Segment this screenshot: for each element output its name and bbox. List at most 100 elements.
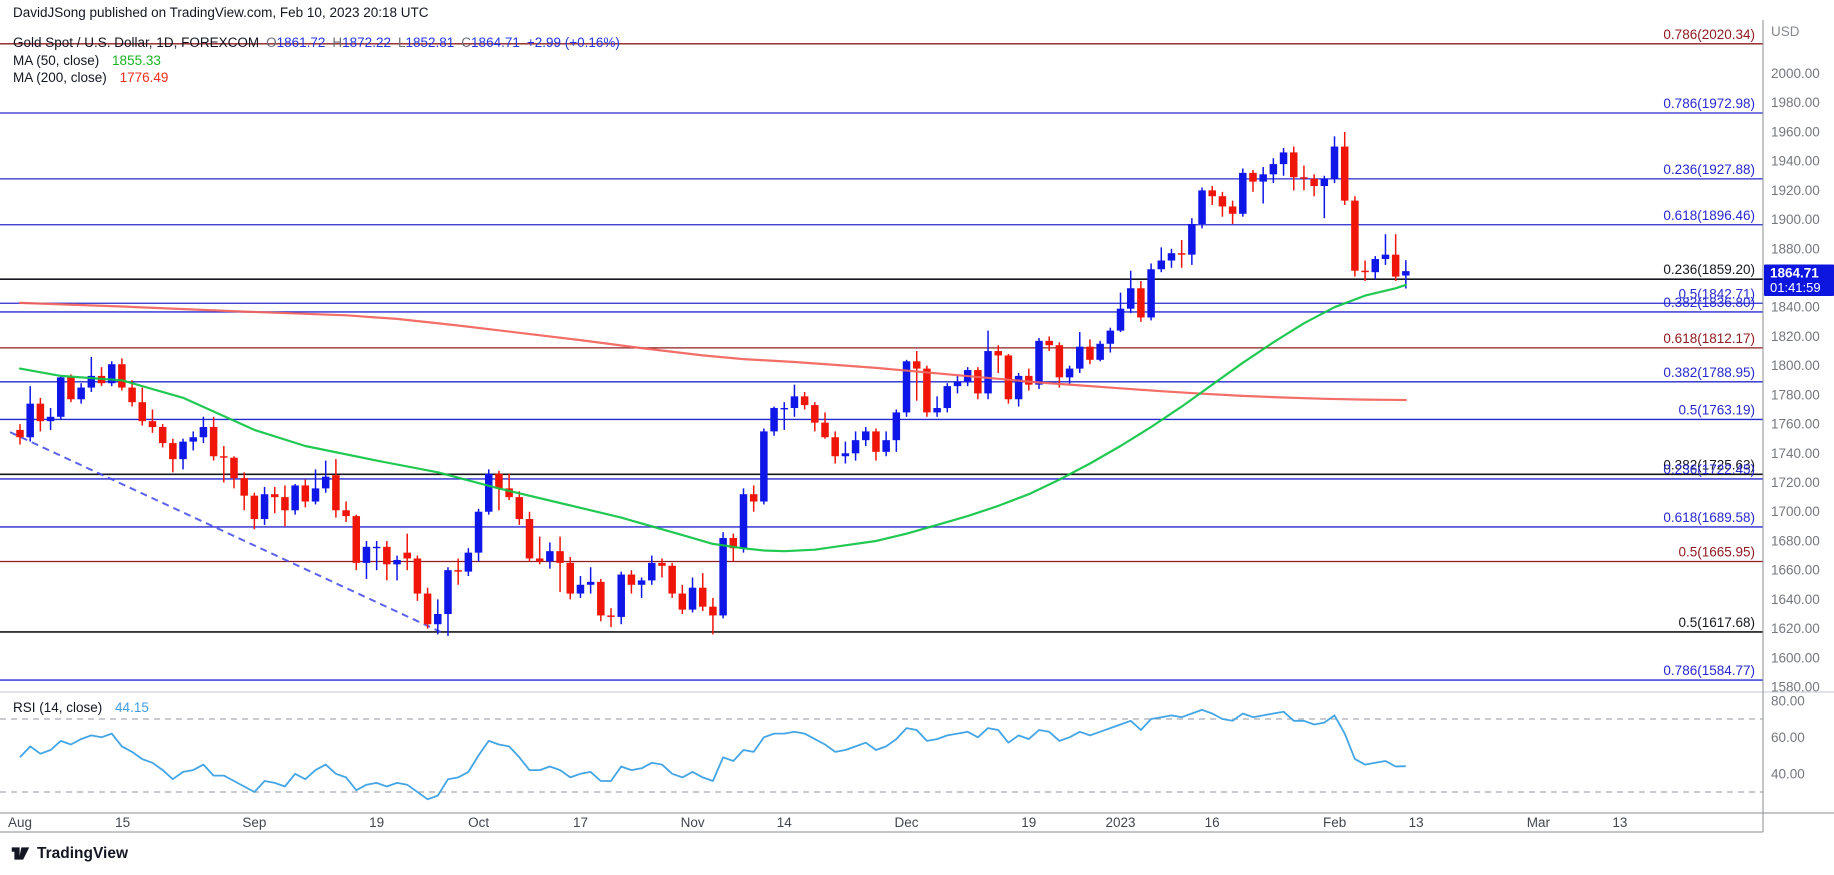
candle-body [872, 431, 880, 452]
fib-label: 0.786(1584.77) [1663, 663, 1755, 678]
candle-body [250, 495, 259, 520]
price-tick-label: 1600.00 [1771, 650, 1820, 665]
candle-body [87, 375, 96, 388]
candle-body [413, 558, 422, 594]
candle-body [484, 473, 493, 512]
rsi-line[interactable] [19, 709, 1406, 801]
candle-body [902, 361, 911, 413]
ma200-line[interactable] [18, 301, 1407, 402]
candle-body [352, 516, 361, 563]
symbol-legend[interactable]: Gold Spot / U.S. Dollar, 1D, FOREXCOM O18… [13, 35, 620, 50]
publish-attribution: DavidJSong published on TradingView.com,… [13, 5, 429, 20]
candle-body [698, 587, 707, 607]
candle-body [240, 478, 248, 496]
badge-countdown: 01:41:59 [1770, 280, 1821, 295]
candle-body [179, 441, 187, 460]
candle-body [1147, 269, 1155, 318]
candle-body [1361, 270, 1369, 273]
time-tick-label: Mar [1527, 815, 1551, 830]
price-axis[interactable]: USD 2000.00 1980.00 1960.00 1940.00 1920.00 19… [1771, 24, 1820, 781]
rsi-tick-label: 80.00 [1771, 693, 1805, 708]
candle-body [749, 494, 758, 502]
ma50-value: 1855.33 [112, 53, 161, 68]
price-tick-label: 1580.00 [1771, 680, 1820, 695]
ma50-legend[interactable]: MA (50, close) 1855.33 [13, 53, 161, 68]
brand-name: TradingView [37, 844, 129, 862]
candle-body [760, 431, 768, 502]
candle-body [953, 381, 962, 387]
ohlc-field-value: 1852.81 [405, 35, 455, 50]
ohlc-readout: O1861.72 H1872.22 L1852.81 C1864.71 +2.99 (+… [259, 35, 620, 50]
candle-body [291, 485, 299, 511]
candle-body [780, 408, 788, 410]
candle-body [821, 422, 829, 438]
time-tick-label: 19 [1021, 815, 1036, 830]
candle-body [831, 437, 839, 457]
ohlc-field-value: 1872.22 [342, 35, 391, 50]
candle-body [1177, 253, 1186, 255]
candle-body [556, 551, 564, 563]
tradingview-brand-link[interactable]: TradingView [10, 843, 128, 864]
candle-body [1157, 260, 1166, 270]
rsi-tick-label: 40.00 [1771, 766, 1805, 781]
trendline-dashed[interactable] [9, 431, 444, 634]
time-tick-label: 2023 [1105, 815, 1135, 830]
candle-body [1330, 146, 1339, 179]
ohlc-field-label: O [266, 35, 277, 50]
candle-body [107, 364, 116, 384]
fib-label: 0.5(1842.71) [1678, 286, 1755, 301]
ma50-line[interactable] [18, 283, 1407, 553]
candle-body [16, 429, 24, 438]
price-tick-label: 1940.00 [1771, 154, 1820, 169]
rsi-legend[interactable]: RSI (14, close) 44.15 [13, 700, 149, 715]
candle-body [1076, 346, 1084, 369]
candle-body [1340, 146, 1349, 201]
candle-body [668, 565, 676, 594]
ma200-value: 1776.49 [119, 70, 169, 85]
candle-body [617, 574, 625, 617]
candle-body [67, 377, 75, 400]
candle-body [444, 570, 452, 614]
candle-body [943, 386, 952, 409]
candle-body [912, 361, 921, 369]
time-axis[interactable]: Aug 15 Sep 19 Oct 17 Nov 14 Dec 19 2023 16 Feb 13 Mar 1… [8, 815, 1627, 830]
time-tick-label: 15 [115, 815, 130, 830]
candle-body [1167, 253, 1176, 261]
time-tick-label: Sep [242, 815, 266, 830]
candle-body [1249, 172, 1257, 182]
candle-body [882, 440, 890, 452]
candles-layer[interactable] [16, 131, 1410, 636]
candle-body [495, 473, 503, 489]
candle-body [332, 475, 340, 511]
fib-label: 0.236(1859.20) [1663, 262, 1755, 277]
candle-body [1259, 174, 1267, 182]
candle-body [1137, 288, 1145, 318]
time-tick-label: Aug [8, 815, 32, 830]
candle-body [576, 584, 585, 594]
candle-body [586, 581, 595, 585]
ma200-legend[interactable]: MA (200, close) 1776.49 [13, 70, 168, 85]
price-tick-label: 1980.00 [1771, 95, 1820, 110]
candle-body [434, 613, 442, 625]
price-tick-label: 1960.00 [1771, 124, 1820, 139]
time-tick-label: 13 [1612, 815, 1627, 830]
candle-body [892, 412, 901, 441]
ohlc-field-value: 1864.71 [471, 35, 520, 50]
candle-body [372, 546, 381, 549]
candle-body [454, 570, 462, 572]
price-tick-label: 1840.00 [1771, 300, 1820, 315]
candle-body [607, 615, 615, 617]
candle-body [1351, 200, 1359, 271]
rsi-label: RSI (14, close) [13, 700, 103, 715]
candle-body [770, 408, 778, 432]
candle-body [658, 562, 666, 566]
candle-body [311, 488, 320, 502]
candle-body [535, 558, 544, 562]
ma200-label: MA (200, close) [13, 70, 107, 85]
candle-body [790, 396, 799, 409]
candle-body [1198, 190, 1206, 224]
candle-body [46, 416, 55, 422]
time-tick-label: 16 [1205, 815, 1220, 830]
